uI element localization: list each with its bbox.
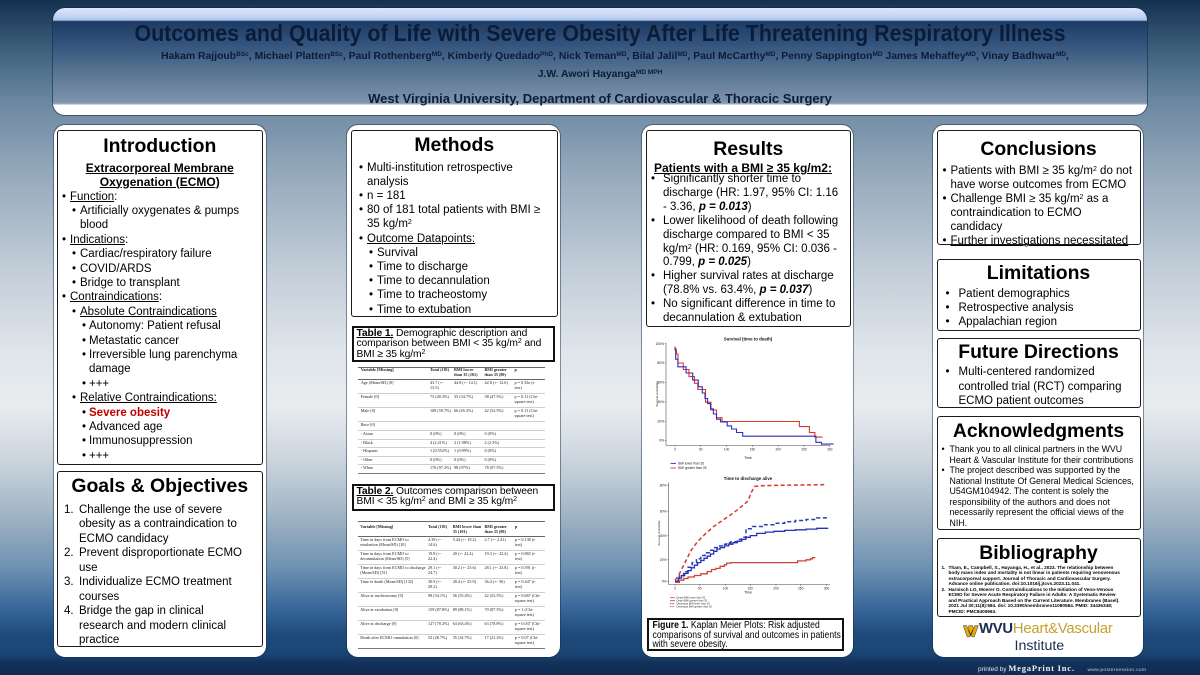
svg-text:Death BMI greater than 35: Death BMI greater than 35 xyxy=(677,599,708,603)
svg-text:0%: 0% xyxy=(662,580,667,584)
svg-text:Death BMI lower than 35: Death BMI lower than 35 xyxy=(677,596,706,600)
svg-text:Time: Time xyxy=(744,456,752,460)
svg-text:20%: 20% xyxy=(660,558,667,562)
svg-text:40%: 40% xyxy=(660,534,667,538)
svg-text:60%: 60% xyxy=(657,381,664,385)
svg-text:Survival probability: Survival probability xyxy=(657,520,661,546)
svg-text:50: 50 xyxy=(698,587,702,591)
svg-text:0%: 0% xyxy=(659,439,664,443)
svg-text:40%: 40% xyxy=(657,400,664,404)
svg-text:300: 300 xyxy=(827,448,833,452)
svg-text:Survival probability: Survival probability xyxy=(655,381,659,407)
svg-text:100%: 100% xyxy=(655,342,664,346)
svg-text:80%: 80% xyxy=(657,361,664,365)
svg-text:250: 250 xyxy=(801,448,807,452)
svg-text:0: 0 xyxy=(674,448,676,452)
svg-text:150: 150 xyxy=(748,587,754,591)
svg-text:20%: 20% xyxy=(657,420,664,424)
svg-text:BMI greater than 35: BMI greater than 35 xyxy=(678,466,706,470)
svg-text:Time to discharge alive: Time to discharge alive xyxy=(724,476,773,481)
svg-text:Time: Time xyxy=(744,591,752,595)
svg-text:Survival (time to death): Survival (time to death) xyxy=(724,337,773,342)
svg-text:80%: 80% xyxy=(660,484,667,488)
svg-text:100: 100 xyxy=(724,448,730,452)
svg-text:Discharge BMI greater than 35: Discharge BMI greater than 35 xyxy=(677,605,713,609)
svg-text:250: 250 xyxy=(798,587,804,591)
svg-text:Discharge BMI lower than 35: Discharge BMI lower than 35 xyxy=(677,602,711,606)
svg-text:150: 150 xyxy=(750,448,756,452)
svg-text:60%: 60% xyxy=(660,509,667,513)
svg-text:100: 100 xyxy=(723,587,729,591)
svg-text:50: 50 xyxy=(699,448,703,452)
svg-text:300: 300 xyxy=(824,587,830,591)
svg-text:200: 200 xyxy=(773,587,779,591)
svg-text:200: 200 xyxy=(776,448,782,452)
svg-text:0: 0 xyxy=(674,587,676,591)
svg-text:BMI lower than 35: BMI lower than 35 xyxy=(678,462,704,466)
